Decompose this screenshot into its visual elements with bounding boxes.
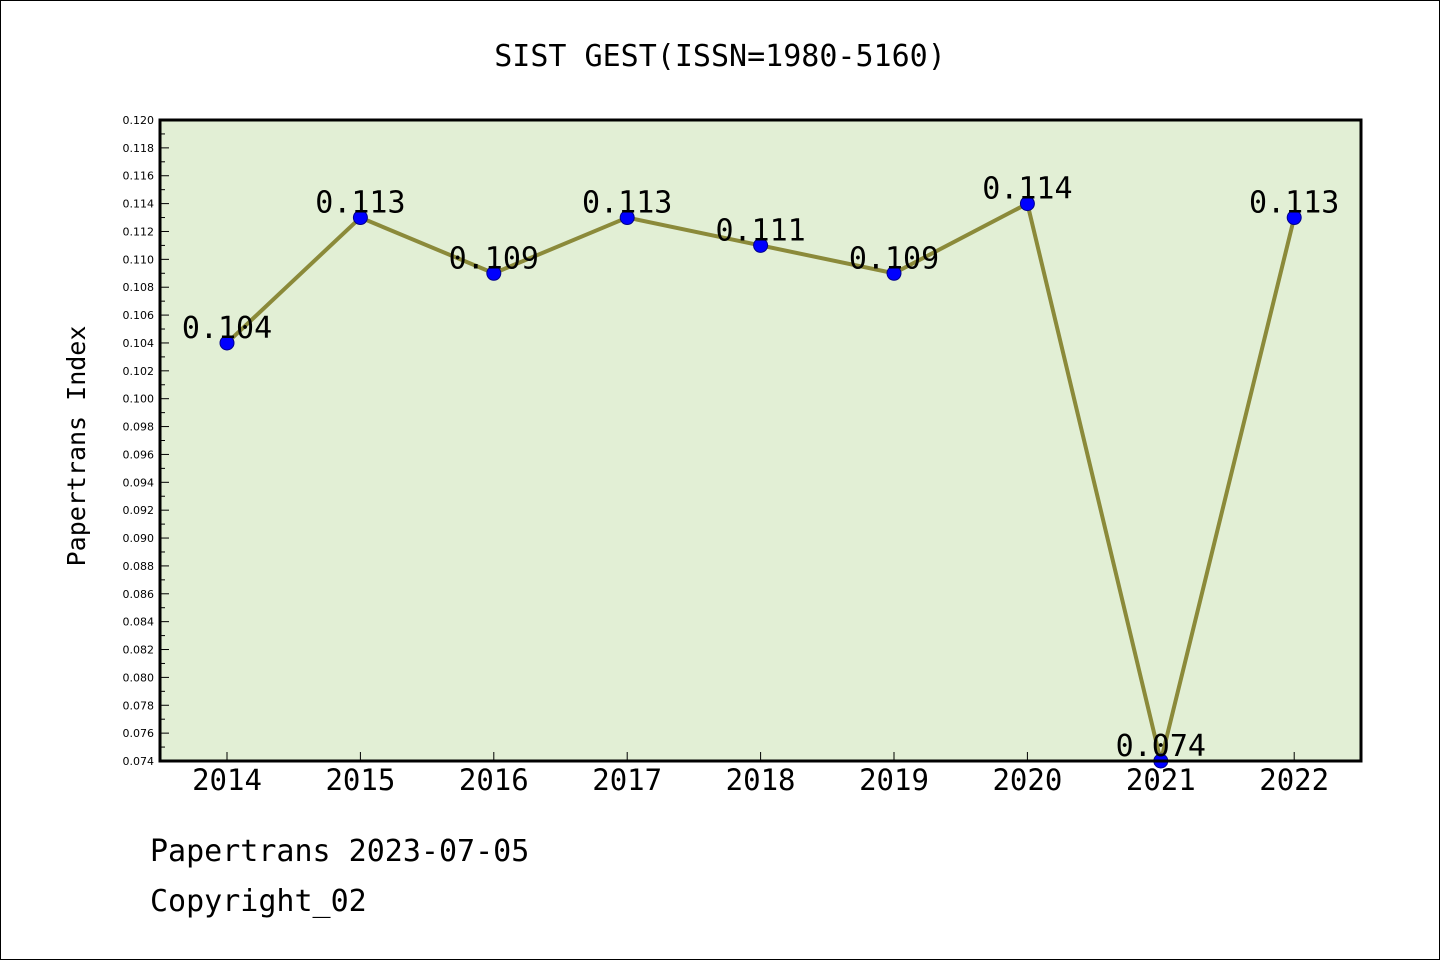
x-axis: 2014 2015 2016 2017 2018 2019 2020 2021 2022 xyxy=(192,752,1329,797)
x-tick-label: 2021 xyxy=(1126,763,1196,797)
y-tick-label: 0.118 xyxy=(123,142,155,155)
y-axis: 0.074 0.076 0.078 0.080 0.082 0.084 0.086 0.088… xyxy=(123,114,169,768)
y-tick-label: 0.116 xyxy=(123,170,155,183)
data-point xyxy=(886,265,902,281)
y-tick-label: 0.114 xyxy=(123,198,155,211)
data-label: 0.114 xyxy=(982,172,1072,207)
y-tick-label: 0.078 xyxy=(123,699,155,712)
x-tick-label: 2018 xyxy=(726,763,796,797)
data-label: 0.113 xyxy=(582,186,672,221)
data-label: 0.113 xyxy=(315,186,405,221)
y-tick-label: 0.100 xyxy=(123,393,155,406)
data-point xyxy=(352,210,368,226)
data-label: 0.109 xyxy=(449,241,539,276)
plot-area xyxy=(160,120,1361,761)
y-tick-label: 0.098 xyxy=(123,421,155,434)
y-tick-label: 0.084 xyxy=(123,616,155,629)
x-tick-label: 2014 xyxy=(192,763,262,797)
y-tick-label: 0.082 xyxy=(123,644,155,657)
y-tick-label: 0.076 xyxy=(123,727,155,740)
y-tick-label: 0.110 xyxy=(123,253,155,266)
data-label: 0.074 xyxy=(1116,729,1206,764)
y-tick-label: 0.086 xyxy=(123,588,155,601)
data-point xyxy=(486,265,502,281)
data-labels: 0.104 0.113 0.109 0.113 0.111 0.109 0.114 0.074… xyxy=(182,172,1340,764)
y-tick-label: 0.104 xyxy=(123,337,155,350)
y-tick-label: 0.090 xyxy=(123,532,155,545)
data-point xyxy=(1019,196,1035,212)
footer-date: Papertrans 2023-07-05 xyxy=(150,834,530,869)
x-tick-label: 2020 xyxy=(992,763,1062,797)
x-tick-label: 2017 xyxy=(592,763,662,797)
y-tick-label: 0.102 xyxy=(123,365,155,378)
data-point xyxy=(753,237,769,253)
x-tick-label: 2015 xyxy=(325,763,395,797)
footer-copyright: Copyright_02 xyxy=(150,884,367,919)
plot-border xyxy=(158,118,1363,763)
x-tick-label: 2022 xyxy=(1259,763,1329,797)
data-point xyxy=(619,210,635,226)
y-tick-label: 0.088 xyxy=(123,560,155,573)
data-label: 0.113 xyxy=(1249,186,1339,221)
y-tick-label: 0.092 xyxy=(123,504,155,517)
y-tick-label: 0.096 xyxy=(123,448,155,461)
y-tick-label: 0.080 xyxy=(123,671,155,684)
x-tick-label: 2016 xyxy=(459,763,529,797)
data-point xyxy=(1286,210,1302,226)
y-axis-label: Papertrans Index xyxy=(62,326,91,567)
data-label: 0.111 xyxy=(715,213,805,248)
y-tick-label: 0.106 xyxy=(123,309,155,322)
series-markers xyxy=(219,196,1302,769)
y-tick-label: 0.112 xyxy=(123,225,155,238)
data-label: 0.104 xyxy=(182,311,272,346)
data-label: 0.109 xyxy=(849,241,939,276)
y-tick-label: 0.074 xyxy=(123,755,155,768)
y-tick-label: 0.108 xyxy=(123,281,155,294)
data-point xyxy=(219,335,235,351)
x-tick-label: 2019 xyxy=(859,763,929,797)
chart-title: SIST GEST(ISSN=1980-5160) xyxy=(494,39,946,74)
y-tick-label: 0.094 xyxy=(123,476,155,489)
y-tick-label: 0.120 xyxy=(123,114,155,127)
